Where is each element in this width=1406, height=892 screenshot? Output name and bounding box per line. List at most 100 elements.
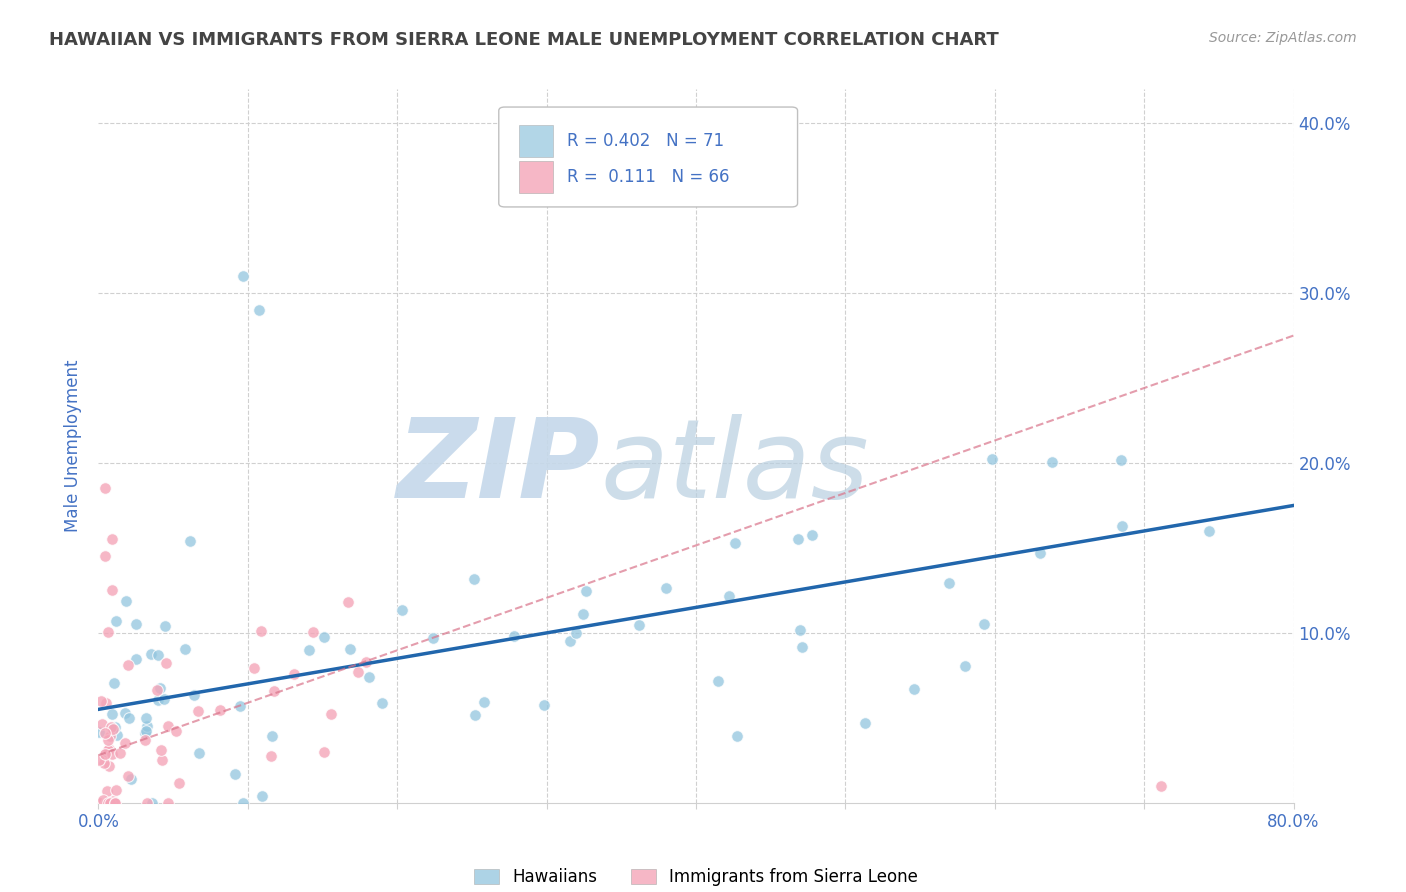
- Point: [104, 720, 127, 734]
- Point: [101, 722, 124, 736]
- Point: [347, 665, 370, 679]
- Point: [229, 698, 252, 713]
- Point: [250, 789, 273, 804]
- Point: [96, 696, 118, 710]
- FancyBboxPatch shape: [519, 125, 553, 157]
- Point: [725, 729, 748, 743]
- Point: [93, 549, 115, 564]
- Point: [101, 794, 124, 808]
- Point: [165, 724, 187, 739]
- Point: [371, 696, 394, 710]
- Point: [800, 527, 823, 541]
- Point: [1029, 546, 1052, 560]
- Text: Source: ZipAtlas.com: Source: ZipAtlas.com: [1209, 31, 1357, 45]
- Point: [98, 759, 121, 773]
- Point: [103, 796, 125, 810]
- Point: [973, 617, 995, 632]
- Point: [391, 603, 413, 617]
- Point: [89, 753, 111, 767]
- Point: [707, 673, 730, 688]
- Point: [354, 655, 377, 669]
- Point: [93, 747, 115, 761]
- Point: [283, 666, 305, 681]
- Point: [135, 711, 157, 725]
- Point: [208, 703, 231, 717]
- Point: [903, 681, 925, 696]
- Point: [853, 716, 876, 731]
- Point: [117, 711, 139, 725]
- Point: [232, 269, 254, 284]
- Point: [314, 744, 336, 758]
- Point: [242, 661, 264, 675]
- Point: [117, 658, 139, 673]
- Point: [104, 796, 127, 810]
- Point: [533, 698, 555, 712]
- Point: [135, 724, 157, 739]
- Point: [146, 693, 169, 707]
- Point: [724, 536, 747, 550]
- FancyBboxPatch shape: [519, 161, 553, 193]
- Point: [121, 772, 143, 787]
- Point: [574, 583, 596, 598]
- Point: [115, 594, 138, 608]
- Point: [422, 632, 444, 646]
- Point: [91, 796, 114, 810]
- Point: [91, 793, 114, 807]
- Point: [263, 683, 285, 698]
- Point: [232, 796, 254, 810]
- Point: [105, 783, 128, 797]
- Point: [101, 706, 124, 721]
- Point: [96, 784, 118, 798]
- Point: [357, 670, 380, 684]
- Point: [96, 796, 118, 810]
- Point: [260, 729, 283, 743]
- Point: [150, 753, 173, 767]
- Point: [157, 796, 180, 810]
- Point: [155, 619, 177, 633]
- Point: [117, 769, 139, 783]
- Point: [179, 534, 201, 549]
- Point: [224, 767, 246, 781]
- Point: [167, 776, 190, 790]
- Point: [183, 688, 205, 702]
- Point: [260, 749, 283, 764]
- Point: [463, 572, 485, 586]
- Point: [790, 640, 813, 654]
- Point: [146, 648, 169, 662]
- Point: [149, 681, 172, 695]
- Point: [136, 796, 159, 810]
- Point: [980, 452, 1002, 467]
- Point: [339, 641, 361, 656]
- Point: [502, 629, 524, 643]
- Point: [302, 624, 325, 639]
- Point: [564, 626, 586, 640]
- Point: [90, 717, 112, 731]
- Point: [572, 607, 595, 621]
- Point: [97, 624, 120, 639]
- Point: [100, 720, 122, 734]
- Point: [94, 747, 117, 761]
- Text: R = 0.402   N = 71: R = 0.402 N = 71: [567, 132, 724, 150]
- Point: [139, 647, 162, 661]
- Point: [1040, 455, 1063, 469]
- Point: [103, 675, 125, 690]
- Point: [187, 747, 209, 761]
- Point: [312, 631, 335, 645]
- Point: [250, 624, 273, 638]
- Point: [786, 532, 808, 546]
- Point: [655, 581, 678, 595]
- Point: [105, 728, 128, 742]
- Point: [150, 743, 173, 757]
- Point: [247, 303, 270, 318]
- Point: [94, 796, 117, 810]
- Point: [100, 729, 122, 743]
- Point: [134, 733, 156, 747]
- Point: [94, 482, 117, 496]
- Point: [97, 733, 120, 747]
- Point: [1109, 453, 1132, 467]
- Text: atlas: atlas: [600, 414, 869, 521]
- Point: [97, 796, 120, 810]
- Point: [155, 656, 177, 670]
- Point: [953, 659, 976, 673]
- Legend: Hawaiians, Immigrants from Sierra Leone: Hawaiians, Immigrants from Sierra Leone: [467, 861, 925, 892]
